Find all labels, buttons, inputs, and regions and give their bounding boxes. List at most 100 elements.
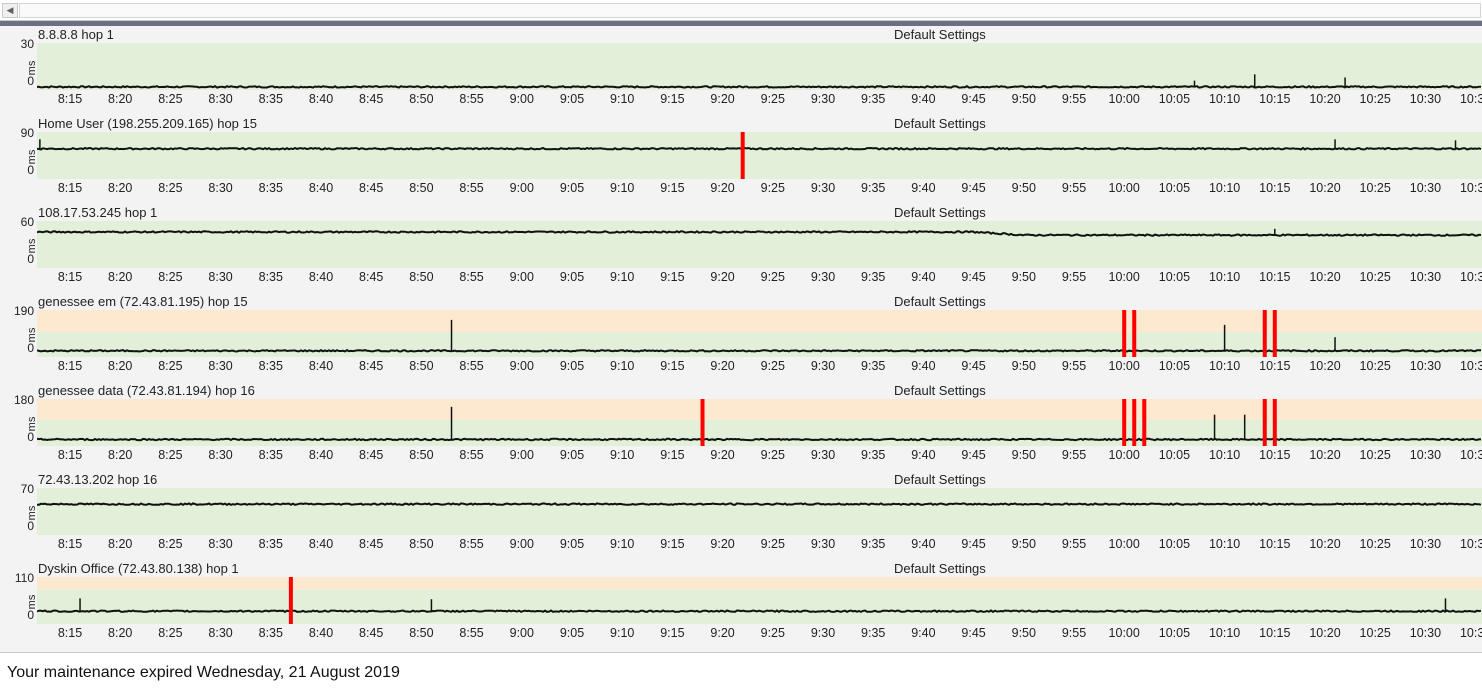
x-tick-label: 9:35 [861, 537, 886, 551]
x-tick-label: 10:30 [1409, 626, 1442, 640]
scroll-track[interactable] [19, 3, 1481, 18]
x-tick-label: 8:50 [409, 92, 434, 106]
y-axis-max-label: 60 [20, 215, 34, 229]
y-axis-max-label: 90 [20, 126, 34, 140]
alert-settings-label[interactable]: Default Settings [894, 205, 986, 220]
x-tick-label: 8:30 [208, 92, 233, 106]
timeline-chart[interactable]: 8.8.8.8 hop 1 Default Settings 30 0 ms 8:15 8:… [0, 26, 1482, 115]
x-tick-label: 8:55 [459, 448, 484, 462]
x-tick-label: 8:20 [108, 270, 133, 284]
x-tick-label: 9:05 [559, 270, 585, 284]
packet-loss-marker [1262, 310, 1267, 357]
x-tick-label: 10:30 [1409, 448, 1442, 462]
x-tick-label: 8:25 [158, 537, 183, 551]
x-tick-label: 9:05 [559, 359, 585, 373]
x-tick-label: 9:45 [961, 181, 986, 195]
alert-settings-label[interactable]: Default Settings [894, 472, 986, 487]
x-tick-label: 9:50 [1011, 92, 1036, 106]
x-tick-label: 10:15 [1259, 92, 1291, 106]
x-tick-label: 9:25 [760, 537, 785, 551]
chart-title: 8.8.8.8 hop 1 [38, 27, 114, 42]
scroll-left-button[interactable]: ◀ [2, 3, 18, 18]
alert-settings-label[interactable]: Default Settings [894, 116, 986, 131]
chart-plot-area[interactable] [37, 577, 1482, 624]
x-tick-label: 9:05 [559, 92, 585, 106]
x-tick-label: 10:35 [1459, 92, 1482, 106]
x-tick-label: 10:05 [1158, 181, 1191, 195]
x-tick-label: 9:00 [509, 537, 534, 551]
x-tick-label: 9:20 [710, 537, 735, 551]
acceptable-latency-band [37, 132, 1482, 179]
x-tick-label: 9:35 [861, 359, 886, 373]
packet-loss-marker [1262, 399, 1267, 446]
x-tick-label: 8:50 [409, 448, 434, 462]
x-tick-label: 10:25 [1359, 181, 1391, 195]
chart-plot-area[interactable] [37, 132, 1482, 179]
x-tick-label: 9:15 [660, 626, 685, 640]
timeline-scrollbar[interactable]: ◀ [0, 0, 1482, 21]
x-tick-label: 10:05 [1158, 270, 1191, 284]
x-tick-label: 9:00 [509, 92, 534, 106]
acceptable-latency-band [37, 488, 1482, 535]
x-tick-label: 9:50 [1011, 626, 1036, 640]
alert-settings-label[interactable]: Default Settings [894, 561, 986, 576]
x-axis-ticks: 8:15 8:20 8:25 8:30 8:35 8:40 8:45 8:50 8:55 9:00… [37, 357, 1482, 377]
x-tick-label: 10:25 [1359, 92, 1391, 106]
x-tick-label: 8:30 [208, 626, 233, 640]
x-tick-label: 9:05 [559, 537, 585, 551]
timeline-chart[interactable]: 108.17.53.245 hop 1 Default Settings 60 0 ms… [0, 204, 1482, 293]
x-tick-label: 8:55 [459, 537, 484, 551]
x-tick-label: 8:15 [57, 537, 83, 551]
alert-settings-label[interactable]: Default Settings [894, 383, 986, 398]
x-tick-label: 8:15 [57, 270, 83, 284]
timeline-chart[interactable]: Dyskin Office (72.43.80.138) hop 1 Defaul… [0, 560, 1482, 649]
chart-plot-area[interactable] [37, 399, 1482, 446]
x-tick-label: 10:20 [1309, 359, 1341, 373]
chart-plot-area[interactable] [37, 488, 1482, 535]
timeline-chart[interactable]: genessee em (72.43.81.195) hop 15 Default… [0, 293, 1482, 382]
x-tick-label: 8:45 [359, 270, 384, 284]
chart-plot-area[interactable] [37, 310, 1482, 357]
x-tick-label: 10:00 [1108, 270, 1140, 284]
chart-plot-area[interactable] [37, 43, 1482, 90]
packet-loss-marker [1132, 399, 1137, 446]
x-tick-label: 10:10 [1208, 92, 1241, 106]
x-tick-label: 10:25 [1359, 537, 1391, 551]
alert-settings-label[interactable]: Default Settings [894, 27, 986, 42]
timeline-chart[interactable]: 72.43.13.202 hop 16 Default Settings 70 0 ms… [0, 471, 1482, 560]
x-tick-label: 9:10 [610, 92, 635, 106]
x-tick-label: 8:55 [459, 359, 484, 373]
x-tick-label: 9:45 [961, 92, 986, 106]
chart-title: Home User (198.255.209.165) hop 15 [38, 116, 257, 131]
x-tick-label: 10:05 [1158, 626, 1191, 640]
x-tick-label: 10:30 [1409, 359, 1442, 373]
x-tick-label: 9:15 [660, 270, 685, 284]
x-tick-label: 10:20 [1309, 270, 1341, 284]
x-tick-label: 9:45 [961, 270, 986, 284]
splitter-bar[interactable] [0, 21, 1482, 26]
latency-trace [37, 437, 1482, 442]
x-tick-label: 9:15 [660, 537, 685, 551]
x-tick-label: 8:40 [308, 270, 334, 284]
x-tick-label: 8:35 [258, 537, 283, 551]
x-axis-ticks: 8:15 8:20 8:25 8:30 8:35 8:40 8:45 8:50 8:55 9:00… [37, 179, 1482, 199]
x-tick-label: 10:00 [1108, 626, 1140, 640]
x-tick-label: 9:45 [961, 626, 986, 640]
x-tick-label: 8:45 [359, 359, 384, 373]
x-tick-label: 10:20 [1309, 181, 1341, 195]
x-tick-label: 9:10 [610, 448, 635, 462]
x-tick-label: 10:35 [1459, 537, 1482, 551]
x-tick-label: 8:30 [208, 359, 233, 373]
y-axis-min-label: 0 [27, 608, 34, 622]
packet-loss-marker [1142, 399, 1147, 446]
y-axis-min-label: 0 [27, 430, 34, 444]
x-tick-label: 10:10 [1208, 537, 1241, 551]
x-tick-label: 9:50 [1011, 537, 1036, 551]
x-tick-label: 8:50 [409, 626, 434, 640]
timeline-chart[interactable]: Home User (198.255.209.165) hop 15 Defaul… [0, 115, 1482, 204]
timeline-chart[interactable]: genessee data (72.43.81.194) hop 16 Defau… [0, 382, 1482, 471]
x-tick-label: 10:20 [1309, 448, 1341, 462]
chart-plot-area[interactable] [37, 221, 1482, 268]
alert-settings-label[interactable]: Default Settings [894, 294, 986, 309]
x-tick-label: 9:00 [509, 448, 534, 462]
